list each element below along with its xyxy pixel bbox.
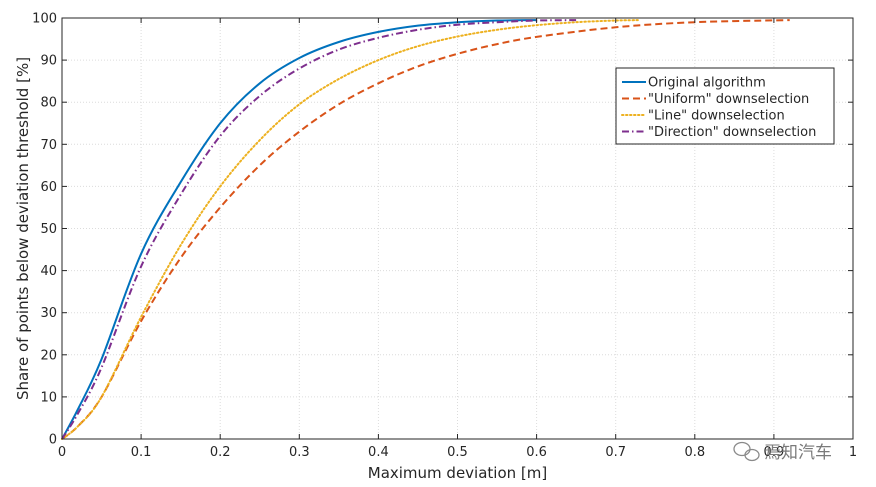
watermark: 焉知汽车	[733, 441, 832, 463]
legend: Original algorithm"Uniform" downselectio…	[615, 67, 835, 145]
y-tick-label: 90	[40, 54, 57, 69]
axis-ticks: 0 0.1 0.2 0.3 0.4 0.5 0.6 0.7 0.8 0.9 101020304050…	[32, 12, 857, 461]
x-axis-title: Maximum deviation [m]	[368, 464, 547, 482]
y-tick-label: 100	[32, 12, 57, 27]
y-tick-label: 60	[40, 180, 57, 195]
x-tick-label: 0.4	[368, 445, 389, 460]
series-line-0	[61, 19, 537, 440]
x-tick-label: 0.3	[289, 445, 310, 460]
y-tick-label: 20	[40, 348, 57, 363]
legend-label: Original algorithm	[648, 76, 766, 91]
series-line-3	[61, 19, 577, 440]
y-tick-label: 50	[40, 222, 57, 237]
x-tick-label: 0	[58, 445, 66, 460]
y-tick-label: 30	[40, 306, 57, 321]
x-tick-label: 0.7	[605, 445, 626, 460]
series-lines	[61, 19, 790, 440]
grid	[62, 18, 853, 439]
y-axis-title: Share of points below deviation threshol…	[14, 57, 32, 400]
wechat-icon	[733, 441, 760, 462]
x-tick-label: 1	[849, 445, 857, 460]
series-line-1	[61, 19, 790, 440]
legend-label: "Line" downselection	[648, 109, 785, 124]
legend-label: "Direction" downselection	[648, 125, 816, 140]
y-tick-label: 80	[40, 96, 57, 111]
legend-box	[615, 67, 835, 145]
y-tick-label: 10	[40, 390, 57, 405]
y-tick-label: 70	[40, 138, 57, 153]
series-line-2	[61, 19, 641, 440]
y-tick-label: 0	[49, 433, 57, 448]
x-tick-label: 0.6	[526, 445, 547, 460]
legend-label: "Uniform" downselection	[648, 92, 809, 107]
x-tick-label: 0.5	[447, 445, 468, 460]
y-tick-label: 40	[40, 264, 57, 279]
watermark-text: 焉知汽车	[764, 443, 832, 463]
x-tick-label: 0.8	[684, 445, 705, 460]
x-tick-label: 0.2	[210, 445, 231, 460]
x-tick-label: 0.9	[764, 445, 785, 460]
x-tick-label: 0.1	[131, 445, 152, 460]
